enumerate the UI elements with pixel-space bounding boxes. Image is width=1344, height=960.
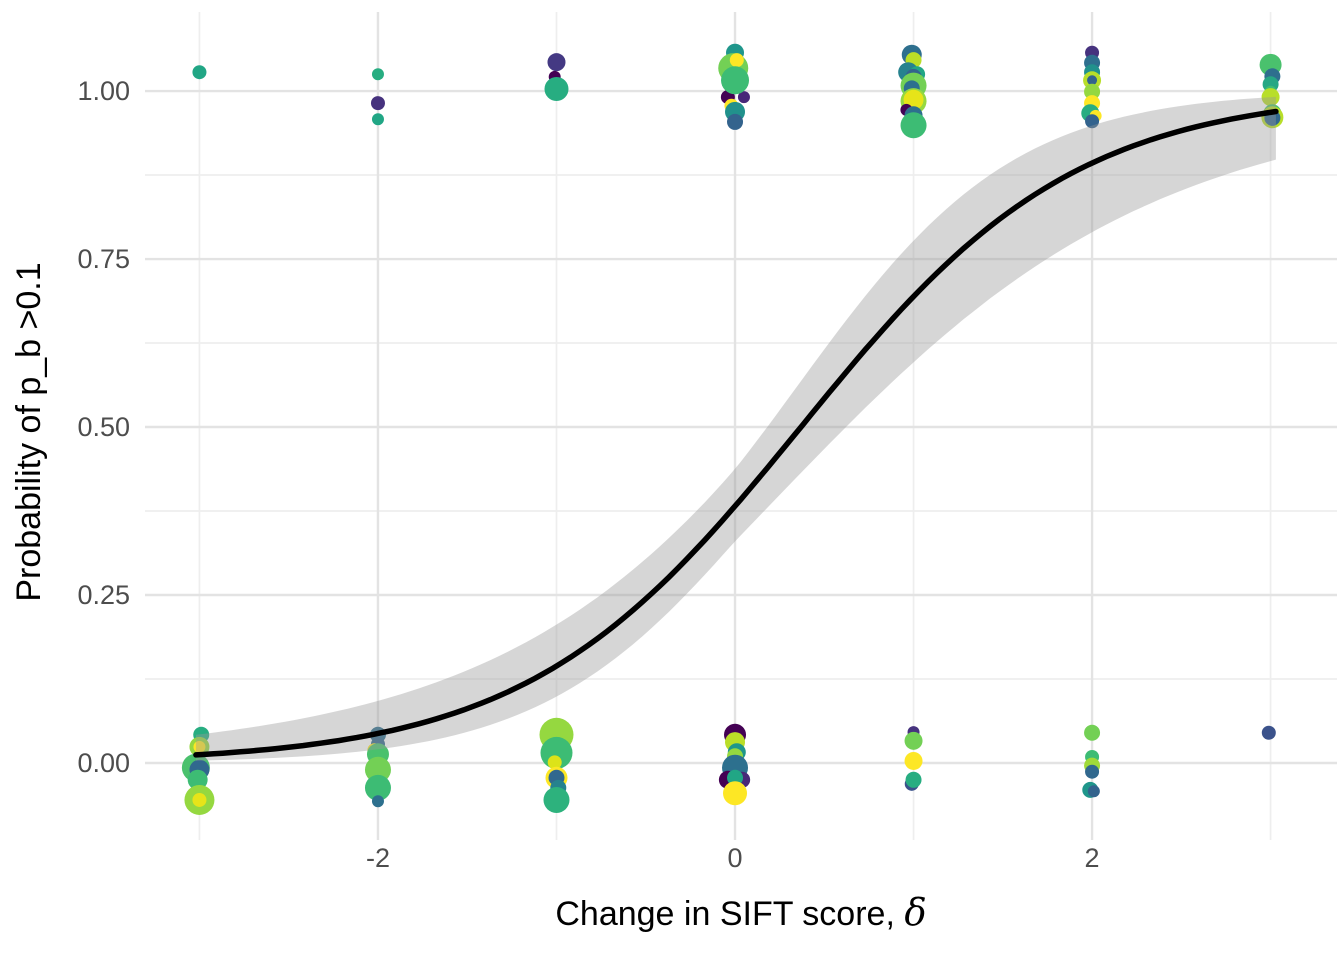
data-point: [547, 755, 562, 770]
data-point: [904, 751, 923, 770]
data-point: [371, 795, 384, 808]
data-point: [364, 756, 391, 783]
data-point: [371, 113, 384, 126]
data-point: [729, 53, 744, 68]
x-axis-title: Change in SIFT score, δ: [555, 891, 926, 934]
y-axis-title: Probability of p_b >0.1: [10, 262, 48, 601]
data-point: [1087, 785, 1100, 798]
y-tick-label: 1.00: [77, 76, 130, 106]
x-tick-label: 0: [728, 843, 743, 873]
data-point: [371, 68, 384, 81]
data-points: [181, 43, 1284, 815]
data-point: [905, 771, 922, 788]
confidence-band: [195, 96, 1276, 761]
data-point: [1085, 764, 1100, 779]
y-tick-label: 0.50: [77, 412, 130, 442]
data-point: [192, 792, 207, 807]
x-axis-title-text: Change in SIFT score,: [555, 895, 904, 933]
x-tick-label: -2: [366, 843, 390, 873]
fit-curve: [193, 108, 1279, 758]
y-tick-label: 0.00: [77, 748, 130, 778]
data-point: [900, 112, 927, 139]
data-point: [727, 769, 744, 786]
data-point: [1261, 725, 1276, 740]
data-point: [1261, 88, 1280, 107]
data-point: [364, 774, 391, 801]
delta-symbol: δ: [904, 891, 926, 934]
data-point: [737, 91, 750, 104]
axis-tick-labels: 0.00 0.25 0.50 0.75 1.00 -2 0 2: [77, 76, 1099, 873]
data-point: [1087, 75, 1098, 86]
data-point: [721, 66, 750, 95]
data-point: [370, 96, 385, 111]
fit-curve-line: [193, 108, 1279, 758]
data-point: [904, 731, 923, 750]
data-point: [547, 53, 566, 72]
data-point: [1084, 83, 1101, 100]
x-tick-label: 2: [1085, 843, 1100, 873]
data-point: [1085, 114, 1100, 129]
data-point: [543, 786, 570, 813]
data-point: [187, 769, 208, 790]
data-point: [193, 740, 206, 753]
y-tick-label: 0.75: [77, 244, 130, 274]
y-tick-label: 0.25: [77, 580, 130, 610]
data-point: [1084, 724, 1101, 741]
data-point: [544, 77, 569, 102]
confidence-band-area: [195, 96, 1276, 761]
data-point: [723, 781, 748, 806]
data-point: [727, 113, 744, 130]
data-point: [192, 65, 207, 80]
